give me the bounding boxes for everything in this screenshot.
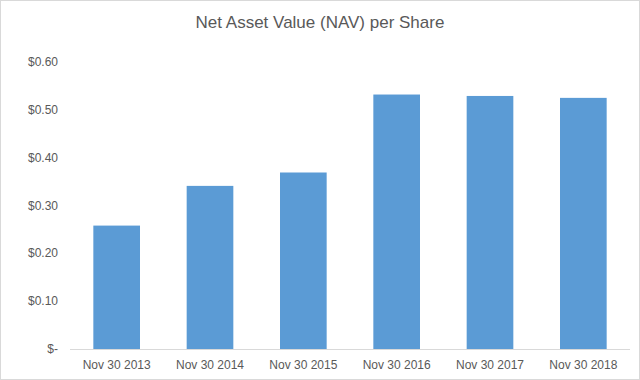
x-tick-label: Nov 30 2017 <box>456 358 524 372</box>
x-tick-label: Nov 30 2016 <box>363 358 431 372</box>
y-tick-label: $0.30 <box>28 199 58 213</box>
y-tick-label: $- <box>47 342 58 356</box>
title: Net Asset Value (NAV) per Share <box>196 13 445 32</box>
bar <box>187 186 234 349</box>
y-tick-label: $0.10 <box>28 294 58 308</box>
y-tick-label: $0.40 <box>28 151 58 165</box>
y-tick-label: $0.60 <box>28 55 58 69</box>
bar <box>93 226 140 349</box>
bar <box>560 98 607 349</box>
x-tick-label: Nov 30 2013 <box>83 358 151 372</box>
bar <box>280 172 327 349</box>
y-tick-label: $0.50 <box>28 103 58 117</box>
chart: Net Asset Value (NAV) per Share $- $0.10 $0… <box>0 0 640 380</box>
bars <box>93 95 606 349</box>
x-tick-label: Nov 30 2015 <box>269 358 337 372</box>
y-tick-label: $0.20 <box>28 246 58 260</box>
x-axis-line <box>70 349 630 350</box>
bar <box>467 96 514 349</box>
x-tick-label: Nov 30 2014 <box>176 358 244 372</box>
frame <box>1 1 640 380</box>
bar <box>373 95 420 349</box>
x-tick-label: Nov 30 2018 <box>549 358 617 372</box>
